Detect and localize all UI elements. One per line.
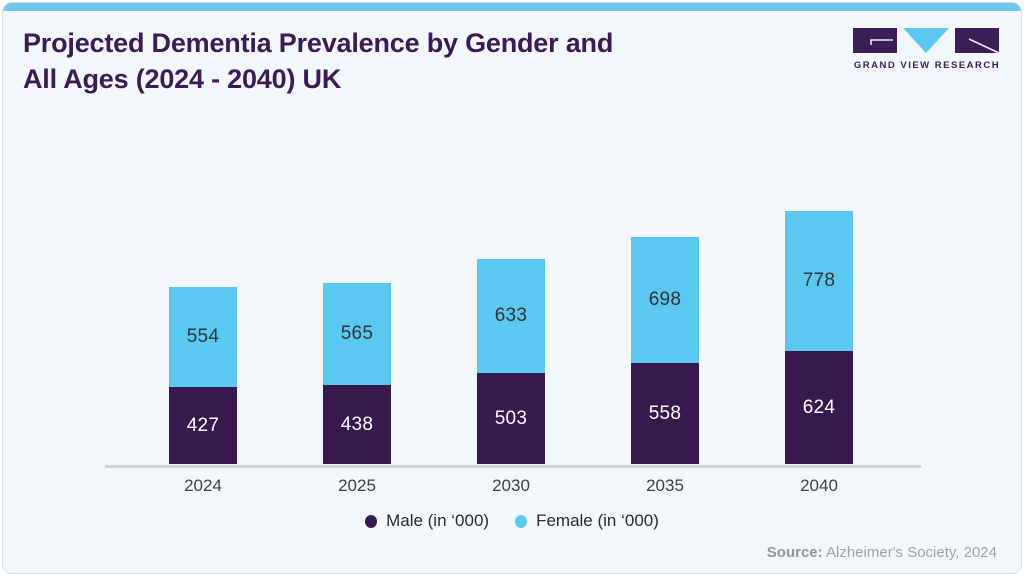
bar-value-label: 503 (494, 407, 528, 429)
bar-value-label: 565 (340, 323, 374, 344)
top-accent-bar (3, 3, 1021, 11)
x-axis-line (105, 465, 921, 468)
legend-item-male: Male (in ‘000) (365, 511, 489, 531)
source-label: Source: (766, 544, 823, 561)
bar-segment-female-2030: 633 (477, 259, 545, 373)
bar-segment-female-2040: 778 (785, 211, 853, 351)
x-tick-2025: 2025 (338, 476, 376, 495)
stacked-bar-chart: 427 554 2024 438 565 2025 503 633 2030 558 698 2035… (3, 3, 1021, 573)
bar-value-label: 558 (648, 402, 682, 424)
x-tick-2035: 2035 (646, 476, 684, 495)
x-tick-2030: 2030 (492, 476, 530, 495)
bar-segment-female-2025: 565 (323, 283, 391, 385)
bar-value-label: 778 (802, 270, 836, 291)
source-text: Alzheimer's Society, 2024 (822, 544, 997, 561)
male-legend-dot-icon (365, 514, 378, 528)
bar-value-label: 438 (340, 413, 374, 435)
bar-value-label: 698 (648, 289, 682, 310)
page-title: Projected Dementia Prevalence by Gender … (23, 25, 613, 97)
bar-segment-male-2030: 503 (477, 373, 545, 464)
title-line-2: All Ages (2024 - 2040) UK (23, 64, 342, 94)
bar-value-label: 633 (494, 305, 528, 326)
source-attribution: Source: Alzheimer's Society, 2024 (767, 544, 997, 561)
bar-segment-female-2024: 554 (169, 287, 237, 387)
x-tick-2040: 2040 (800, 476, 838, 495)
bar-segment-male-2035: 558 (631, 363, 699, 464)
bar-segment-male-2040: 624 (785, 351, 853, 464)
male-legend-label: Male (in ‘000) (386, 511, 490, 530)
legend-item-female: Female (in ‘000) (515, 511, 659, 531)
bar-segment-male-2024: 427 (169, 387, 237, 464)
gvr-logo-icon (853, 28, 1000, 54)
bar-segment-male-2025: 438 (323, 385, 391, 464)
bar-value-label: 427 (186, 414, 220, 436)
bar-value-label: 624 (802, 396, 836, 418)
bar-value-label: 554 (186, 326, 220, 347)
bar-segment-female-2035: 698 (631, 237, 699, 363)
female-legend-dot-icon (515, 514, 528, 528)
x-tick-2024: 2024 (184, 476, 222, 495)
chart-legend: Male (in ‘000) Female (in ‘000) (3, 511, 1021, 531)
title-line-1: Projected Dementia Prevalence by Gender … (23, 28, 614, 58)
grand-view-research-logo: GRAND VIEW RESEARCH (853, 27, 1001, 71)
logo-text: GRAND VIEW RESEARCH (853, 60, 1001, 71)
female-legend-label: Female (in ‘000) (536, 511, 659, 530)
